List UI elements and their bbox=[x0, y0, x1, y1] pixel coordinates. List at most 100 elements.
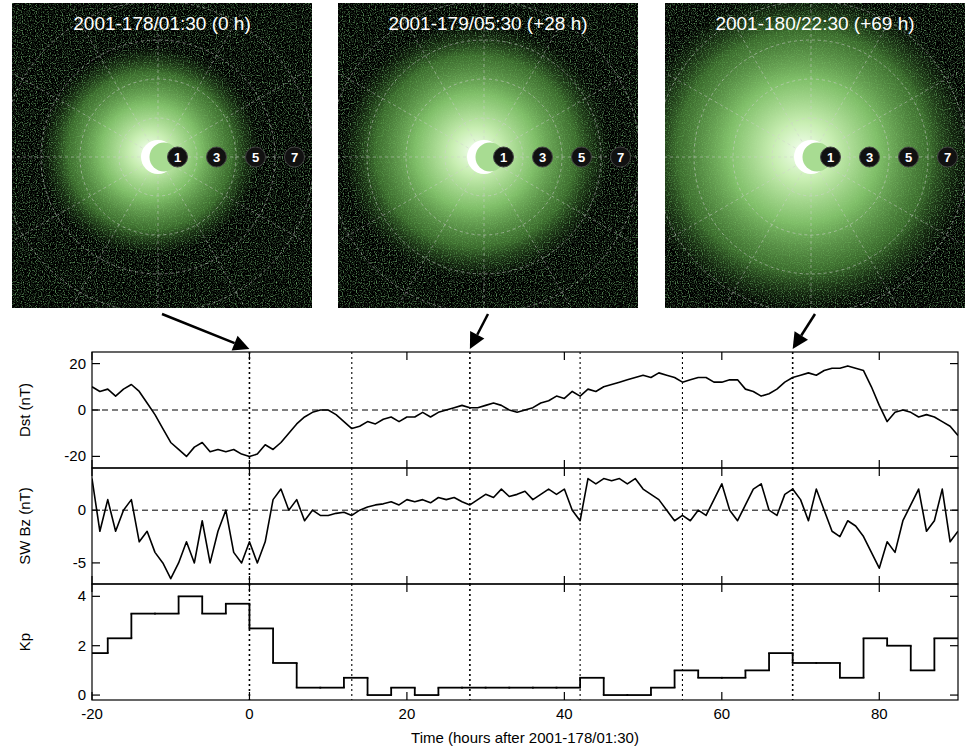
y-tick bbox=[92, 510, 100, 511]
x-tick bbox=[564, 584, 565, 592]
data-line bbox=[92, 366, 958, 456]
y-tick bbox=[92, 409, 100, 410]
step-riser bbox=[201, 596, 203, 613]
image-noise bbox=[338, 3, 638, 308]
polar-grid-spoke bbox=[484, 157, 569, 304]
step-segment bbox=[202, 613, 226, 615]
polar-grid-spoke bbox=[158, 157, 305, 242]
step-segment bbox=[769, 652, 793, 654]
arrow-head bbox=[232, 336, 250, 351]
ena-image: 1357 bbox=[338, 3, 638, 308]
polar-grid-spoke bbox=[399, 157, 484, 304]
x-tick bbox=[91, 352, 92, 360]
polar-grid-spoke bbox=[811, 157, 896, 304]
step-segment bbox=[320, 687, 344, 689]
image-arrow bbox=[162, 314, 249, 350]
polar-grid-spoke bbox=[665, 157, 811, 242]
step-segment bbox=[887, 645, 911, 647]
step-segment bbox=[92, 652, 108, 654]
step-riser bbox=[178, 596, 180, 613]
zero-line bbox=[92, 510, 958, 511]
step-segment bbox=[297, 687, 321, 689]
y-tick-label: 0 bbox=[78, 401, 86, 418]
x-tick-label: 20 bbox=[399, 705, 416, 722]
y-tick-label: -5 bbox=[73, 554, 86, 571]
event-line bbox=[580, 468, 581, 584]
x-tick bbox=[564, 692, 565, 700]
distance-marker bbox=[533, 147, 553, 167]
x-tick bbox=[721, 692, 722, 700]
event-line bbox=[792, 468, 794, 584]
step-riser bbox=[933, 638, 935, 670]
step-segment bbox=[722, 677, 746, 679]
image-arrow bbox=[793, 314, 815, 349]
step-segment bbox=[486, 687, 510, 689]
x-tick bbox=[406, 584, 407, 592]
distance-label: 5 bbox=[252, 150, 259, 165]
x-tick bbox=[406, 576, 407, 584]
y-tick-label: 0 bbox=[78, 686, 86, 703]
step-riser bbox=[886, 638, 888, 645]
ena-glow bbox=[40, 46, 261, 256]
polar-grid-spoke bbox=[338, 72, 484, 157]
y-tick bbox=[950, 456, 958, 457]
x-tick bbox=[564, 468, 565, 476]
distance-marker bbox=[494, 147, 514, 167]
event-line bbox=[682, 468, 683, 584]
x-tick bbox=[721, 460, 722, 468]
data-group bbox=[92, 596, 958, 695]
event-line bbox=[792, 352, 794, 468]
event-line bbox=[351, 468, 352, 584]
step-riser bbox=[296, 663, 298, 688]
x-tick bbox=[564, 352, 565, 360]
arrow-head bbox=[793, 331, 808, 349]
ena-image: 1357 bbox=[665, 3, 965, 308]
step-segment bbox=[604, 694, 628, 696]
step-riser bbox=[414, 688, 416, 695]
distance-label: 5 bbox=[905, 150, 912, 165]
event-line bbox=[351, 352, 352, 468]
step-segment bbox=[226, 603, 250, 605]
polar-grid-spoke bbox=[12, 157, 158, 158]
step-riser bbox=[390, 688, 392, 695]
step-segment bbox=[533, 687, 557, 689]
x-tick bbox=[406, 352, 407, 360]
polar-grid-spoke bbox=[811, 157, 958, 242]
x-tick bbox=[721, 576, 722, 584]
y-tick bbox=[950, 363, 958, 364]
polar-grid-spoke bbox=[484, 72, 631, 157]
event-line bbox=[580, 584, 581, 700]
y-axis-title: Kp bbox=[16, 633, 33, 651]
image-noise bbox=[12, 3, 312, 308]
step-riser bbox=[603, 678, 605, 695]
distance-marker bbox=[860, 147, 880, 167]
event-line bbox=[580, 352, 581, 468]
step-segment bbox=[793, 662, 817, 664]
distance-label: 1 bbox=[174, 150, 181, 165]
step-riser bbox=[745, 670, 747, 677]
arrow-shaft bbox=[477, 314, 488, 335]
y-tick bbox=[950, 510, 958, 511]
step-riser bbox=[863, 638, 865, 677]
polar-grid-circle bbox=[694, 40, 928, 274]
y-tick-label: -20 bbox=[64, 447, 86, 464]
step-riser bbox=[272, 628, 274, 663]
polar-grid-spoke bbox=[12, 157, 158, 242]
x-tick-label: 60 bbox=[713, 705, 730, 722]
y-tick bbox=[950, 409, 958, 410]
x-tick bbox=[406, 692, 407, 700]
event-line bbox=[469, 584, 471, 700]
polar-grid-circle bbox=[119, 118, 197, 196]
y-tick bbox=[950, 645, 958, 646]
x-tick bbox=[879, 692, 880, 700]
x-tick bbox=[91, 468, 92, 476]
event-line bbox=[682, 352, 683, 468]
ena-glow bbox=[665, 3, 965, 308]
distance-label: 7 bbox=[944, 150, 951, 165]
distance-marker bbox=[821, 147, 841, 167]
distance-marker bbox=[611, 147, 631, 167]
x-tick bbox=[564, 460, 565, 468]
y-tick bbox=[950, 562, 958, 563]
image-background bbox=[12, 3, 312, 308]
step-segment bbox=[556, 687, 580, 689]
